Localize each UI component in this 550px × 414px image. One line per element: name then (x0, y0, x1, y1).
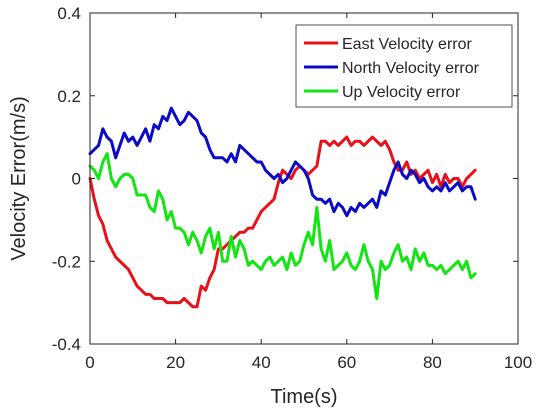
x-tick-label: 20 (166, 353, 185, 372)
legend-label-1: North Velocity error (342, 60, 480, 77)
x-tick-label: 60 (337, 353, 356, 372)
y-tick-label: 0 (72, 170, 81, 189)
x-tick-label: 100 (504, 353, 532, 372)
series-line-2 (88, 152, 477, 300)
series-layer (88, 106, 477, 309)
y-tick-label: 0.4 (57, 4, 81, 23)
legend-label-2: Up Velocity error (342, 84, 461, 101)
legend-label-0: East Velocity error (342, 36, 473, 53)
y-tick-label: -0.2 (52, 252, 81, 271)
ticks-layer: 0 20 40 60 80 100 -0.4 -0.2 0 0.2 0.4 (52, 4, 532, 372)
legend: East Velocity error North Velocity error U… (295, 24, 513, 108)
x-tick-label: 40 (252, 353, 271, 372)
x-tick-label: 0 (85, 353, 94, 372)
x-tick-label: 80 (423, 353, 442, 372)
y-axis-label: Velocity Error(m/s) (8, 96, 30, 260)
series-line-0 (88, 135, 477, 309)
series-line-1 (88, 106, 477, 218)
y-tick-label: 0.2 (57, 87, 81, 106)
y-tick-label: -0.4 (52, 335, 81, 354)
x-axis-label: Time(s) (270, 386, 337, 408)
